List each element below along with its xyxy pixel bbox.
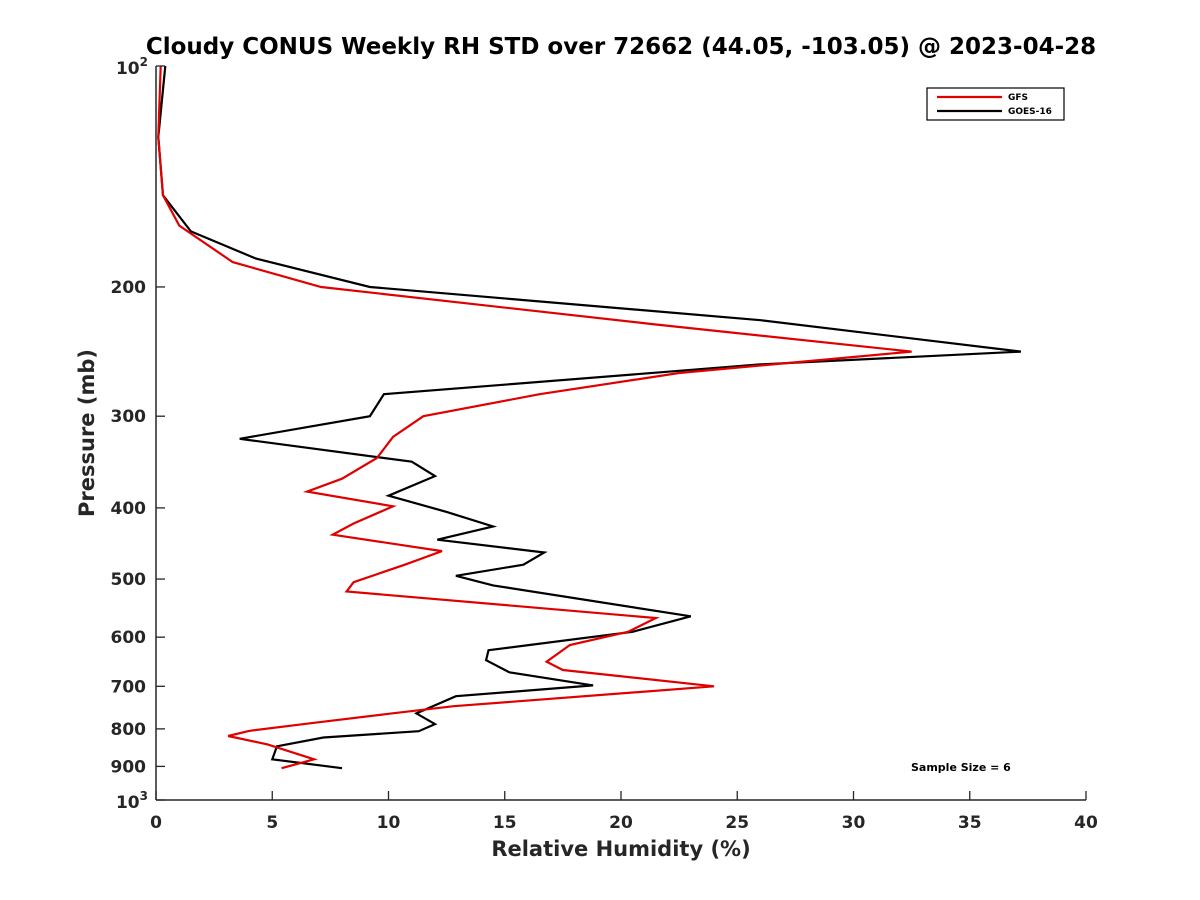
y-axis-label: Pressure (mb)	[75, 349, 99, 517]
legend-box	[926, 87, 1065, 121]
x-tick-label: 5	[266, 813, 278, 833]
x-tick-label: 0	[150, 813, 162, 833]
legend-label-gfs: GFS	[1008, 93, 1028, 103]
x-tick-label: 15	[493, 813, 517, 833]
y-tick-label: 600	[111, 628, 147, 648]
plot-marks	[157, 65, 1022, 770]
y-tick-label: 200	[111, 278, 147, 298]
series-line-gfs	[157, 65, 912, 770]
y-ticks: 102 200 300 400 500 600 700 800 900 103	[111, 55, 165, 813]
x-axis-label: Relative Humidity (%)	[491, 837, 750, 861]
x-tick-label: 20	[609, 813, 633, 833]
y-tick-label: 800	[111, 720, 147, 740]
chart-title: Cloudy CONUS Weekly RH STD over 72662 (4…	[146, 34, 1096, 60]
sample-size-annotation: Sample Size = 6	[911, 761, 1011, 774]
x-ticks: 0 5 10 15 20 25 30 35 40	[150, 791, 1098, 833]
x-tick-label: 10	[377, 813, 401, 833]
y-tick-label: 300	[111, 407, 147, 427]
x-tick-label: 25	[725, 813, 749, 833]
y-tick-label: 102	[116, 55, 148, 79]
series-line-goes16	[157, 65, 1022, 770]
legend-label-goes16: GOES-16	[1008, 107, 1052, 117]
y-tick-label: 400	[111, 499, 147, 519]
x-tick-label: 30	[842, 813, 866, 833]
y-tick-label: 900	[111, 757, 147, 777]
y-tick-label: 500	[111, 570, 147, 590]
y-tick-label: 700	[111, 677, 147, 697]
x-tick-label: 35	[958, 813, 982, 833]
x-tick-label: 40	[1074, 813, 1098, 833]
y-tick-label: 103	[116, 789, 148, 813]
legend: GFS GOES-16	[926, 87, 1065, 121]
